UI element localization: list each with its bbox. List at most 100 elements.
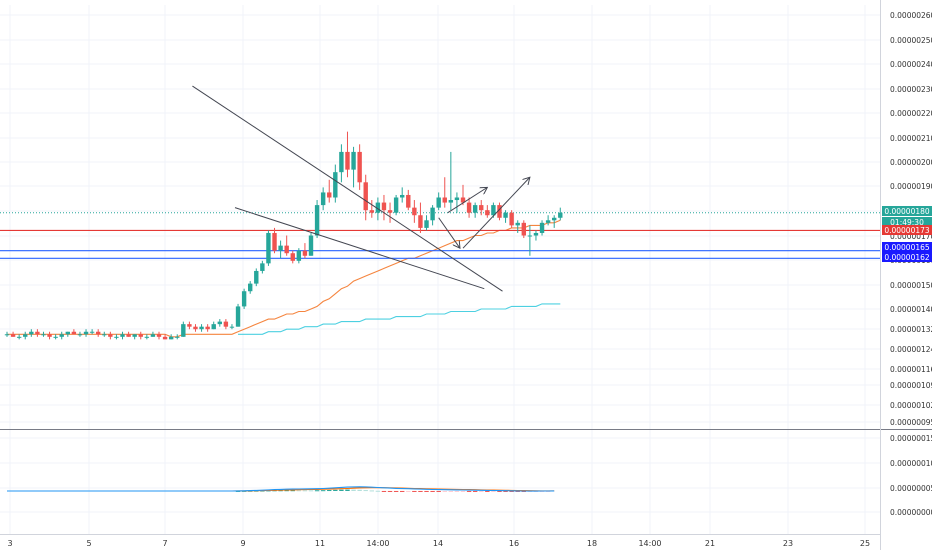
- candle-body: [345, 151, 350, 170]
- candle-body: [108, 334, 113, 337]
- candle-body: [327, 192, 332, 198]
- candle-body: [53, 336, 58, 338]
- macd-histogram-bar: [369, 490, 374, 492]
- price-badges: 0.0000018001:49:300.000001730.000001650.…: [882, 206, 932, 262]
- candle-body: [454, 197, 460, 201]
- candle-body: [375, 202, 381, 213]
- x-tick-label: 3: [7, 539, 12, 548]
- macd-y-tick-label: 0.00000010: [890, 459, 932, 468]
- y-tick-label: 0.00000102: [890, 401, 932, 410]
- price-badge-label: 0.00000162: [884, 253, 930, 262]
- candle-body: [254, 270, 259, 284]
- macd-histogram-bar: [466, 490, 472, 492]
- macd-histogram-bar: [485, 490, 490, 492]
- x-tick-label: 14: [433, 539, 443, 548]
- candle-body: [339, 151, 344, 173]
- candle-body: [472, 205, 478, 213]
- candlesticks: [4, 131, 563, 340]
- y-tick-label: 0.00000260: [890, 11, 932, 20]
- macd-histogram-bar: [400, 490, 405, 492]
- macd-histogram-bar: [345, 489, 350, 491]
- y-tick-label: 0.00000240: [890, 60, 932, 69]
- macd-y-tick-label: 0.00000005: [890, 484, 932, 493]
- trendline: [234, 207, 485, 290]
- candle-body: [527, 235, 533, 237]
- candle-body: [83, 331, 89, 335]
- candle-body: [545, 220, 551, 223]
- price-badge: [882, 225, 932, 235]
- macd-histogram-bar: [491, 490, 496, 492]
- macd-histogram-bar: [320, 490, 326, 492]
- macd-histogram-bar: [436, 490, 441, 492]
- candle-body: [205, 326, 210, 330]
- candle-body: [351, 151, 356, 170]
- candle-body: [120, 334, 125, 337]
- candle-body: [223, 321, 229, 327]
- y-tick-label: 0.00000150: [890, 281, 932, 290]
- candle-body: [16, 336, 22, 338]
- candle-body: [126, 334, 131, 337]
- candle-body: [23, 334, 28, 337]
- macd-pane: [7, 486, 555, 492]
- y-tick-label: 0.00000140: [890, 305, 932, 314]
- candle-body: [515, 222, 520, 226]
- macd-histogram-bar: [503, 490, 508, 492]
- macd-histogram-bar: [381, 490, 387, 492]
- candle-body: [363, 182, 368, 211]
- candle-body: [418, 215, 423, 228]
- macd-histogram-bar: [339, 489, 344, 491]
- price-badge-label: 01:49:30: [890, 218, 924, 227]
- macd-histogram-bar: [497, 490, 502, 492]
- macd-y-tick-label: 0.00000015: [890, 434, 932, 443]
- macd-histogram-bar: [472, 490, 478, 492]
- y-tick-label: 0.00000200: [890, 158, 932, 167]
- candle-body: [448, 200, 454, 203]
- macd-histogram-bar: [363, 490, 368, 492]
- candle-body: [497, 205, 502, 218]
- candle-body: [89, 331, 95, 333]
- forecast-arrow: [462, 177, 530, 249]
- price-badge-label: 0.00000180: [884, 207, 930, 216]
- macd-y-tick-label: 0.00000000: [890, 508, 932, 517]
- y-tick-label: 0.00000132: [890, 325, 932, 334]
- candle-body: [102, 334, 107, 336]
- candle-body: [424, 220, 429, 228]
- forecast-arrow: [438, 217, 460, 248]
- candle-body: [503, 212, 508, 218]
- y-tick-label: 0.00000116: [890, 365, 932, 374]
- candle-body: [333, 172, 338, 198]
- candle-body: [357, 151, 362, 183]
- x-tick-label: 25: [860, 539, 870, 548]
- candle-body: [393, 197, 399, 213]
- candle-body: [314, 205, 320, 236]
- macd-histogram-bar: [387, 490, 393, 492]
- ma-fast-line: [7, 219, 561, 338]
- x-tick-label: 23: [783, 539, 793, 548]
- candle-body: [47, 334, 52, 337]
- candle-body: [59, 334, 64, 337]
- macd-histogram-bar: [448, 490, 454, 492]
- candle-body: [193, 326, 198, 330]
- y-tick-label: 0.00000095: [890, 418, 932, 427]
- macd-histogram-bar: [314, 490, 320, 492]
- macd-histogram-bar: [296, 490, 302, 492]
- candle-body: [302, 250, 308, 256]
- price-badge: [882, 217, 932, 227]
- y-tick-label: 0.00000170: [890, 232, 932, 241]
- candle-body: [460, 197, 466, 203]
- candle-body: [406, 194, 411, 208]
- macd-histogram-bar: [406, 490, 411, 492]
- macd-histogram-bar: [418, 490, 423, 492]
- candle-body: [35, 331, 40, 335]
- x-tick-label: 18: [587, 539, 597, 548]
- candle-body: [29, 331, 34, 335]
- macd-histogram-bar: [278, 490, 283, 492]
- candle-body: [156, 334, 162, 337]
- macd-histogram-bar: [454, 490, 460, 492]
- horizontal-levels: [0, 212, 880, 259]
- macd-histogram-bar: [351, 489, 356, 491]
- candle-body: [381, 202, 387, 211]
- candle-body: [71, 331, 77, 335]
